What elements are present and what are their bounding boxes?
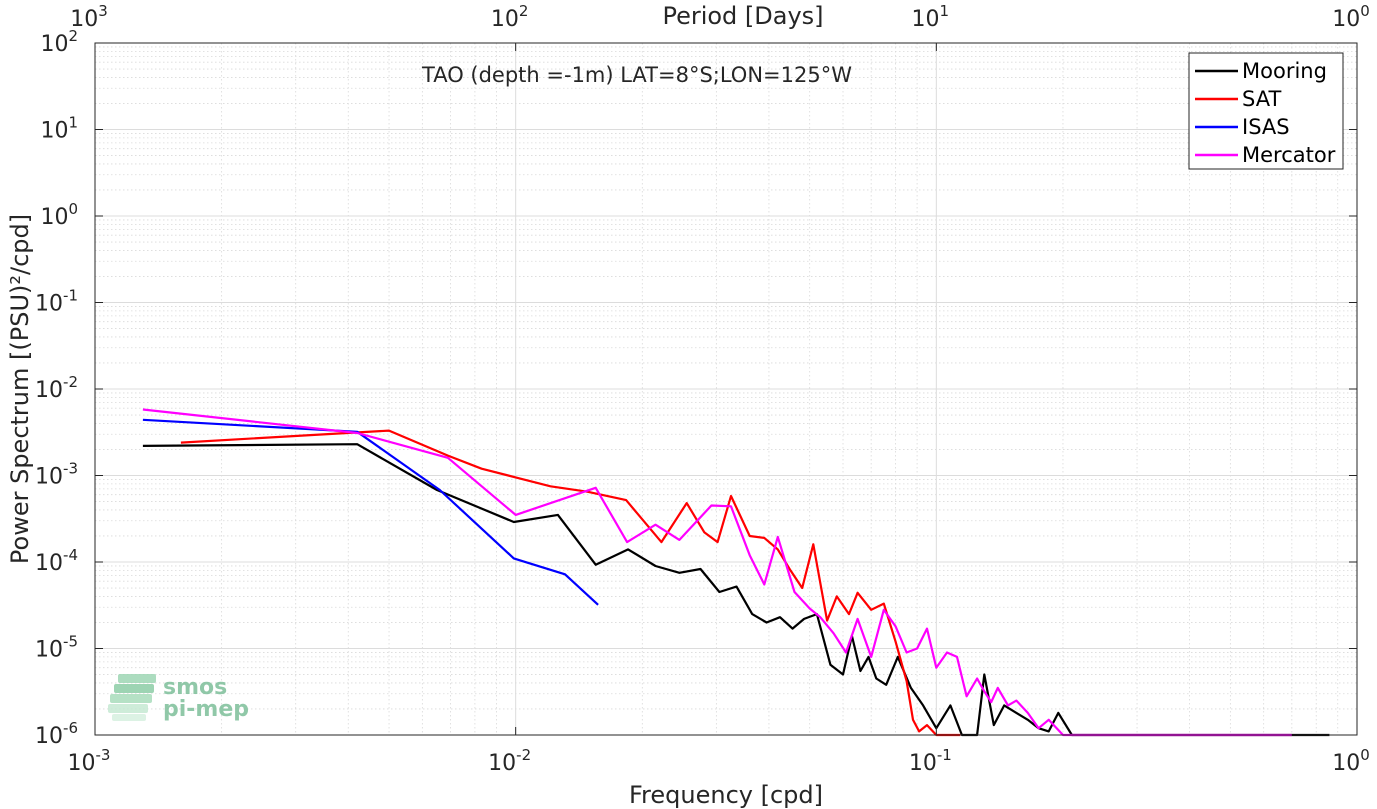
legend-label-sat: SAT [1242,87,1281,111]
x-axis-label: Frequency [cpd] [629,781,823,809]
top-period-tick-labels: 103 102 101 100 [70,2,1370,32]
legend-label-mercator: Mercator [1242,143,1336,167]
y-tick-label: 10-1 [35,287,78,317]
y-axis-label: Power Spectrum [(PSU)²/cpd] [6,214,34,564]
x-tick-labels: 10-3 10-2 10-1 100 [68,746,1370,776]
y-tick-label: 10-5 [35,633,78,663]
minor-grid [95,43,1357,735]
legend-box [1188,52,1344,170]
legend: Mooring SAT ISAS Mercator [1188,52,1344,170]
smos-logo-icon [108,674,156,721]
y-tick-label: 102 [40,27,78,57]
series-line-sat [180,429,961,737]
smos-watermark: smos pi-mep [108,674,249,722]
x-tick-label: 10-1 [909,746,952,776]
x-tick-label: 10-3 [68,746,111,776]
x-tick-label: 100 [1332,746,1370,776]
y-tick-labels: 102 101 100 10-1 10-2 10-3 10-4 10-5 10-6 [35,27,78,749]
watermark-pimep: pi-mep [163,697,249,722]
top-axis-label: Period [Days] [662,2,823,30]
top-tick-label: 102 [491,2,529,32]
watermark-smos: smos [163,675,227,700]
y-tick-label: 10-3 [35,460,78,490]
top-tick-label: 101 [912,2,950,32]
y-tick-label: 100 [40,200,78,230]
top-tick-label: 100 [1332,2,1370,32]
y-tick-label: 10-2 [35,373,78,403]
tick-marks [94,42,1358,736]
y-tick-label: 10-4 [35,546,78,576]
top-tick-label: 103 [70,2,108,32]
y-tick-label: 10-6 [35,719,78,749]
legend-label-mooring: Mooring [1242,59,1327,83]
x-tick-label: 10-2 [488,746,531,776]
chart-title: TAO (depth =-1m) LAT=8°S;LON=125°W [421,63,852,87]
y-tick-label: 101 [40,114,78,144]
legend-label-isas: ISAS [1242,115,1290,139]
